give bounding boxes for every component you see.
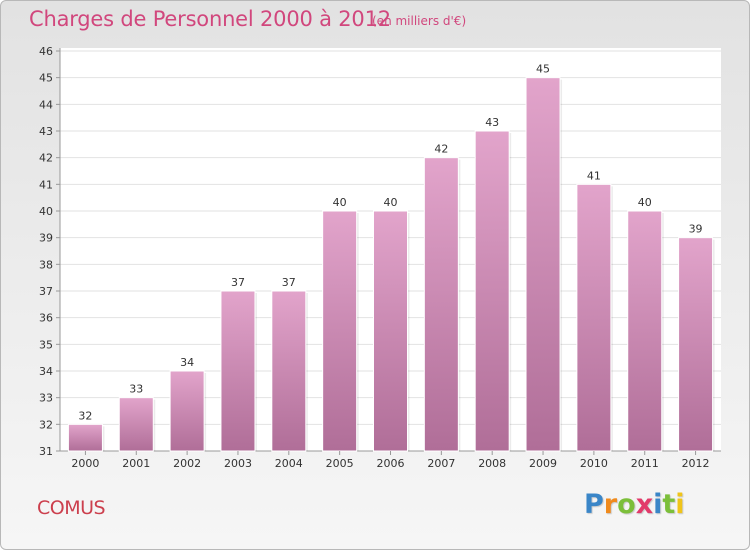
- x-tick-label: 2010: [580, 457, 608, 470]
- bar-value-label: 37: [231, 276, 245, 289]
- x-tick-label: 2004: [275, 457, 303, 470]
- bar: [474, 130, 510, 452]
- x-tick-label: 2000: [71, 457, 99, 470]
- y-tick-label: 46: [39, 45, 53, 58]
- bar: [576, 183, 612, 452]
- x-tick-label: 2006: [377, 457, 405, 470]
- bar-value-label: 40: [638, 196, 652, 209]
- bar: [220, 290, 256, 452]
- x-tick-label: 2011: [631, 457, 659, 470]
- bar-value-label: 45: [536, 63, 550, 76]
- bar-value-label: 34: [180, 356, 194, 369]
- bar: [271, 290, 307, 452]
- bar-value-label: 40: [384, 196, 398, 209]
- y-tick-label: 38: [39, 258, 53, 271]
- y-tick-label: 32: [39, 418, 53, 431]
- x-tick-label: 2007: [427, 457, 455, 470]
- bar: [525, 77, 561, 452]
- y-tick-label: 34: [39, 365, 53, 378]
- x-tick-label: 2009: [529, 457, 557, 470]
- bar-value-label: 37: [282, 276, 296, 289]
- x-tick-label: 2001: [122, 457, 150, 470]
- bar-value-label: 33: [129, 383, 143, 396]
- bar-value-label: 32: [78, 409, 92, 422]
- bar-value-label: 43: [485, 116, 499, 129]
- commune-name: COMUS: [37, 497, 106, 519]
- y-tick-label: 41: [39, 178, 53, 191]
- y-tick-label: 39: [39, 232, 53, 245]
- bar: [322, 210, 358, 452]
- chart-subtitle: (en milliers d'€): [372, 14, 467, 28]
- x-tick-label: 2005: [326, 457, 354, 470]
- bar: [67, 423, 103, 452]
- bar: [627, 210, 663, 452]
- logo-letter: r: [603, 489, 618, 520]
- x-tick-label: 2002: [173, 457, 201, 470]
- bar-value-label: 42: [434, 143, 448, 156]
- y-tick-label: 37: [39, 285, 53, 298]
- y-tick-label: 36: [39, 312, 53, 325]
- logo-letter: o: [617, 489, 636, 520]
- bar: [169, 370, 205, 452]
- y-tick-label: 45: [39, 72, 53, 85]
- x-tick-label: 2008: [478, 457, 506, 470]
- y-tick-label: 44: [39, 98, 53, 111]
- bar: [423, 157, 459, 452]
- logo-letter: P: [584, 489, 604, 520]
- bar: [678, 237, 714, 452]
- logo-letter: i: [653, 489, 663, 520]
- bar: [373, 210, 408, 452]
- bar: [118, 397, 154, 452]
- chart-title: Charges de Personnel 2000 à 2012: [29, 7, 391, 31]
- y-tick-label: 33: [39, 392, 53, 405]
- y-tick-label: 43: [39, 125, 53, 138]
- y-tick-label: 31: [39, 445, 53, 458]
- y-tick-label: 42: [39, 152, 53, 165]
- bar-value-label: 39: [689, 223, 703, 236]
- y-tick-label: 35: [39, 338, 53, 351]
- bar-value-label: 40: [333, 196, 347, 209]
- logo-letter: t: [662, 489, 676, 520]
- proxiti-logo[interactable]: Proxiti: [584, 489, 685, 520]
- bar-value-label: 41: [587, 169, 601, 182]
- x-tick-label: 2003: [224, 457, 252, 470]
- logo-letter: x: [635, 489, 654, 520]
- x-tick-label: 2012: [682, 457, 710, 470]
- y-tick-label: 40: [39, 205, 53, 218]
- logo-letter: i: [675, 489, 685, 520]
